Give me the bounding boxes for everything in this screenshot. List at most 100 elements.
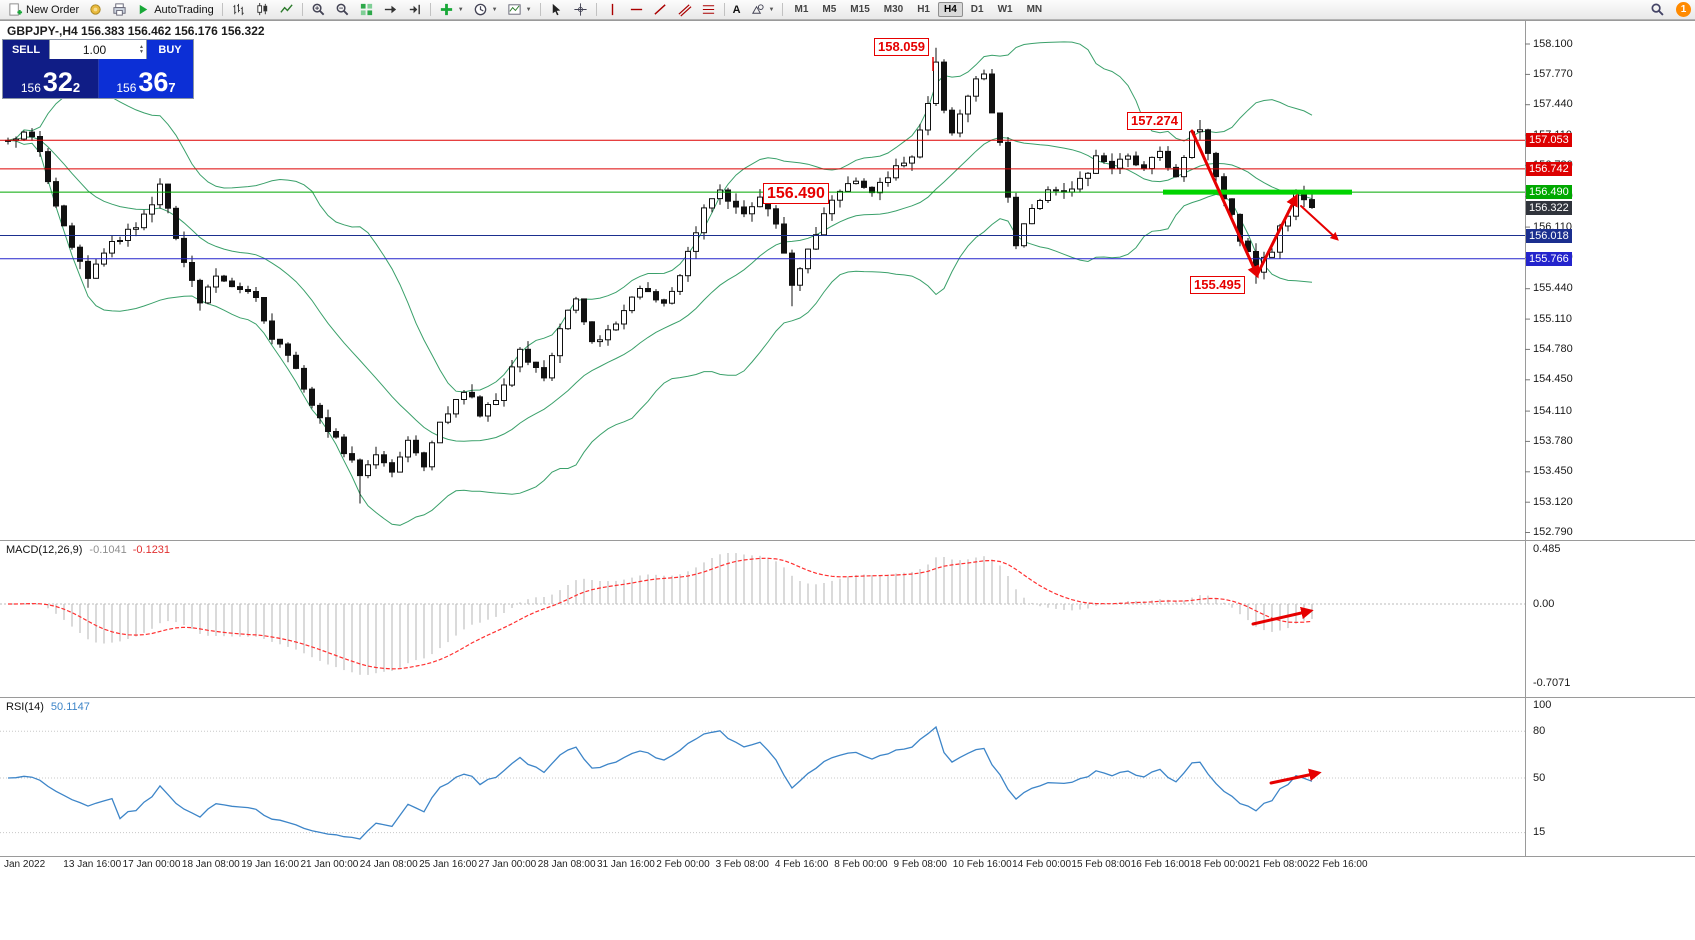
- chart-annotation[interactable]: 157.274: [1127, 112, 1182, 130]
- volume-field[interactable]: 1.00 ▲ ▼: [49, 40, 147, 59]
- price-tick: 158.100: [1533, 37, 1573, 50]
- time-axis-label: 14 Feb 00:00: [1012, 859, 1072, 870]
- chart-shift-button[interactable]: [403, 1, 426, 18]
- candlestick-chart-icon: [257, 2, 267, 16]
- time-axis-label: 31 Jan 16:00: [597, 859, 655, 870]
- zoom-out-icon: [336, 3, 349, 16]
- line-chart-icon: [280, 4, 293, 13]
- price-tick: 157.440: [1533, 98, 1573, 111]
- timeframe-m30-button[interactable]: M30: [883, 4, 904, 15]
- time-axis-label: 13 Jan 16:00: [63, 859, 122, 870]
- search-icon: [1651, 3, 1664, 16]
- sell-price-panel[interactable]: 156 32 2: [3, 59, 98, 98]
- time-axis-label: 15 Feb 08:00: [1071, 859, 1131, 870]
- timeframe-d1-button[interactable]: D1: [970, 4, 984, 15]
- zoom-out-button[interactable]: [331, 1, 354, 18]
- chart-annotation[interactable]: 158.059: [874, 38, 929, 56]
- time-axis-label: 4 Feb 16:00: [774, 859, 829, 870]
- toolbar-separator: [595, 3, 597, 16]
- tile-windows-button[interactable]: [355, 1, 378, 18]
- new-order-button[interactable]: New Order: [4, 1, 83, 18]
- price-tick: 155.110: [1533, 312, 1572, 325]
- periods-button[interactable]: ▼: [469, 1, 502, 18]
- zoom-in-icon: [312, 3, 325, 16]
- time-axis-label: 17 Jan 00:00: [122, 859, 181, 870]
- price-tick: 153.450: [1533, 465, 1573, 478]
- rsi-label: RSI(14) 50.1147: [6, 701, 90, 713]
- candlestick-chart-type-button[interactable]: [251, 1, 274, 18]
- toolbar-separator: [539, 3, 541, 16]
- vertical-line-button[interactable]: [601, 1, 624, 18]
- toolbar-separator: [723, 3, 725, 16]
- time-axis-label: 21 Jan 00:00: [300, 859, 359, 870]
- metaeditor-icon: [90, 4, 101, 15]
- timeframe-m1-button[interactable]: M1: [794, 4, 809, 15]
- rsi-scale-label: 80: [1533, 724, 1546, 737]
- time-axis-label: 21 Feb 08:00: [1249, 859, 1309, 870]
- crosshair-button[interactable]: [569, 1, 592, 18]
- cursor-icon: [552, 3, 560, 16]
- time-axis-label: 19 Jan 16:00: [241, 859, 300, 870]
- time-axis-label: 28 Jan 08:00: [537, 859, 596, 870]
- toolbar-separator: [221, 3, 223, 16]
- vertical-line-icon: [611, 3, 613, 16]
- ohlc-header: GBPJPY-,H4 156.383 156.462 156.176 156.3…: [7, 24, 265, 38]
- horizontal-line-button[interactable]: [625, 1, 648, 18]
- toolbar-separator: [301, 3, 303, 16]
- bar-chart-type-button[interactable]: [227, 1, 250, 18]
- text-button[interactable]: A: [729, 1, 745, 18]
- indicators-button[interactable]: ▼: [435, 1, 468, 18]
- line-chart-type-button[interactable]: [275, 1, 298, 18]
- volume-up-icon[interactable]: ▲: [139, 43, 144, 50]
- templates-icon: [508, 4, 521, 15]
- volume-value[interactable]: 1.00: [82, 42, 107, 57]
- price-tick: 152.790: [1533, 526, 1573, 538]
- arrow-tools-button[interactable]: ▼: [746, 1, 779, 18]
- trendline-button[interactable]: [649, 1, 672, 18]
- timeframe-w1-button[interactable]: W1: [997, 4, 1013, 15]
- zoom-in-button[interactable]: [307, 1, 330, 18]
- timeframe-m5-button[interactable]: M5: [822, 4, 837, 15]
- dropdown-arrow-icon: ▼: [768, 6, 775, 13]
- macd-signal-value: -0.1231: [132, 544, 171, 556]
- macd-name: MACD(12,26,9): [6, 544, 83, 556]
- autotrading-button[interactable]: AutoTrading: [132, 1, 218, 18]
- buy-button[interactable]: BUY: [147, 40, 193, 59]
- macd-scale-label: -0.7071: [1533, 677, 1571, 690]
- time-axis-label: Jan 2022: [4, 859, 46, 870]
- macd-scale-label: 0.00: [1533, 597, 1555, 610]
- time-axis-label: 8 Feb 00:00: [834, 859, 888, 870]
- timeframe-toolbar: M1 M5 M15 M30 H1 H4 D1 W1 MN: [787, 2, 1049, 17]
- horizontal-line-icon: [630, 8, 642, 11]
- sell-button[interactable]: SELL: [3, 40, 49, 59]
- chart-annotation[interactable]: 156.490: [763, 183, 829, 204]
- price-tick: 153.120: [1533, 495, 1573, 508]
- timeframe-m15-button[interactable]: M15: [850, 4, 870, 15]
- time-axis-label: 25 Jan 16:00: [419, 859, 477, 870]
- crosshair-icon: [573, 3, 587, 16]
- timeframe-mn-button[interactable]: MN: [1026, 4, 1043, 15]
- print-preview-button[interactable]: [108, 1, 131, 18]
- new-order-icon: [9, 3, 23, 16]
- timeframe-h4-button[interactable]: H4: [938, 2, 963, 17]
- chart-annotation[interactable]: 155.495: [1190, 276, 1245, 294]
- time-axis-label: 2 Feb 00:00: [656, 859, 710, 870]
- metaeditor-button[interactable]: [84, 1, 107, 18]
- search-button[interactable]: [1646, 1, 1669, 18]
- timeframe-h1-button[interactable]: H1: [917, 4, 930, 15]
- notification-badge[interactable]: 1: [1676, 2, 1691, 17]
- buy-price-panel[interactable]: 156 36 7: [98, 59, 193, 98]
- auto-scroll-button[interactable]: [379, 1, 402, 18]
- channel-button[interactable]: [673, 1, 696, 18]
- tile-windows-icon: [360, 3, 372, 16]
- dropdown-arrow-icon: ▼: [525, 6, 532, 13]
- indicators-icon: [440, 3, 452, 16]
- fibonacci-button[interactable]: [697, 1, 720, 18]
- auto-scroll-icon: [384, 5, 396, 14]
- templates-button[interactable]: ▼: [503, 1, 536, 18]
- cursor-button[interactable]: [545, 1, 568, 18]
- volume-down-icon[interactable]: ▼: [139, 48, 144, 55]
- fibonacci-icon: [702, 5, 714, 14]
